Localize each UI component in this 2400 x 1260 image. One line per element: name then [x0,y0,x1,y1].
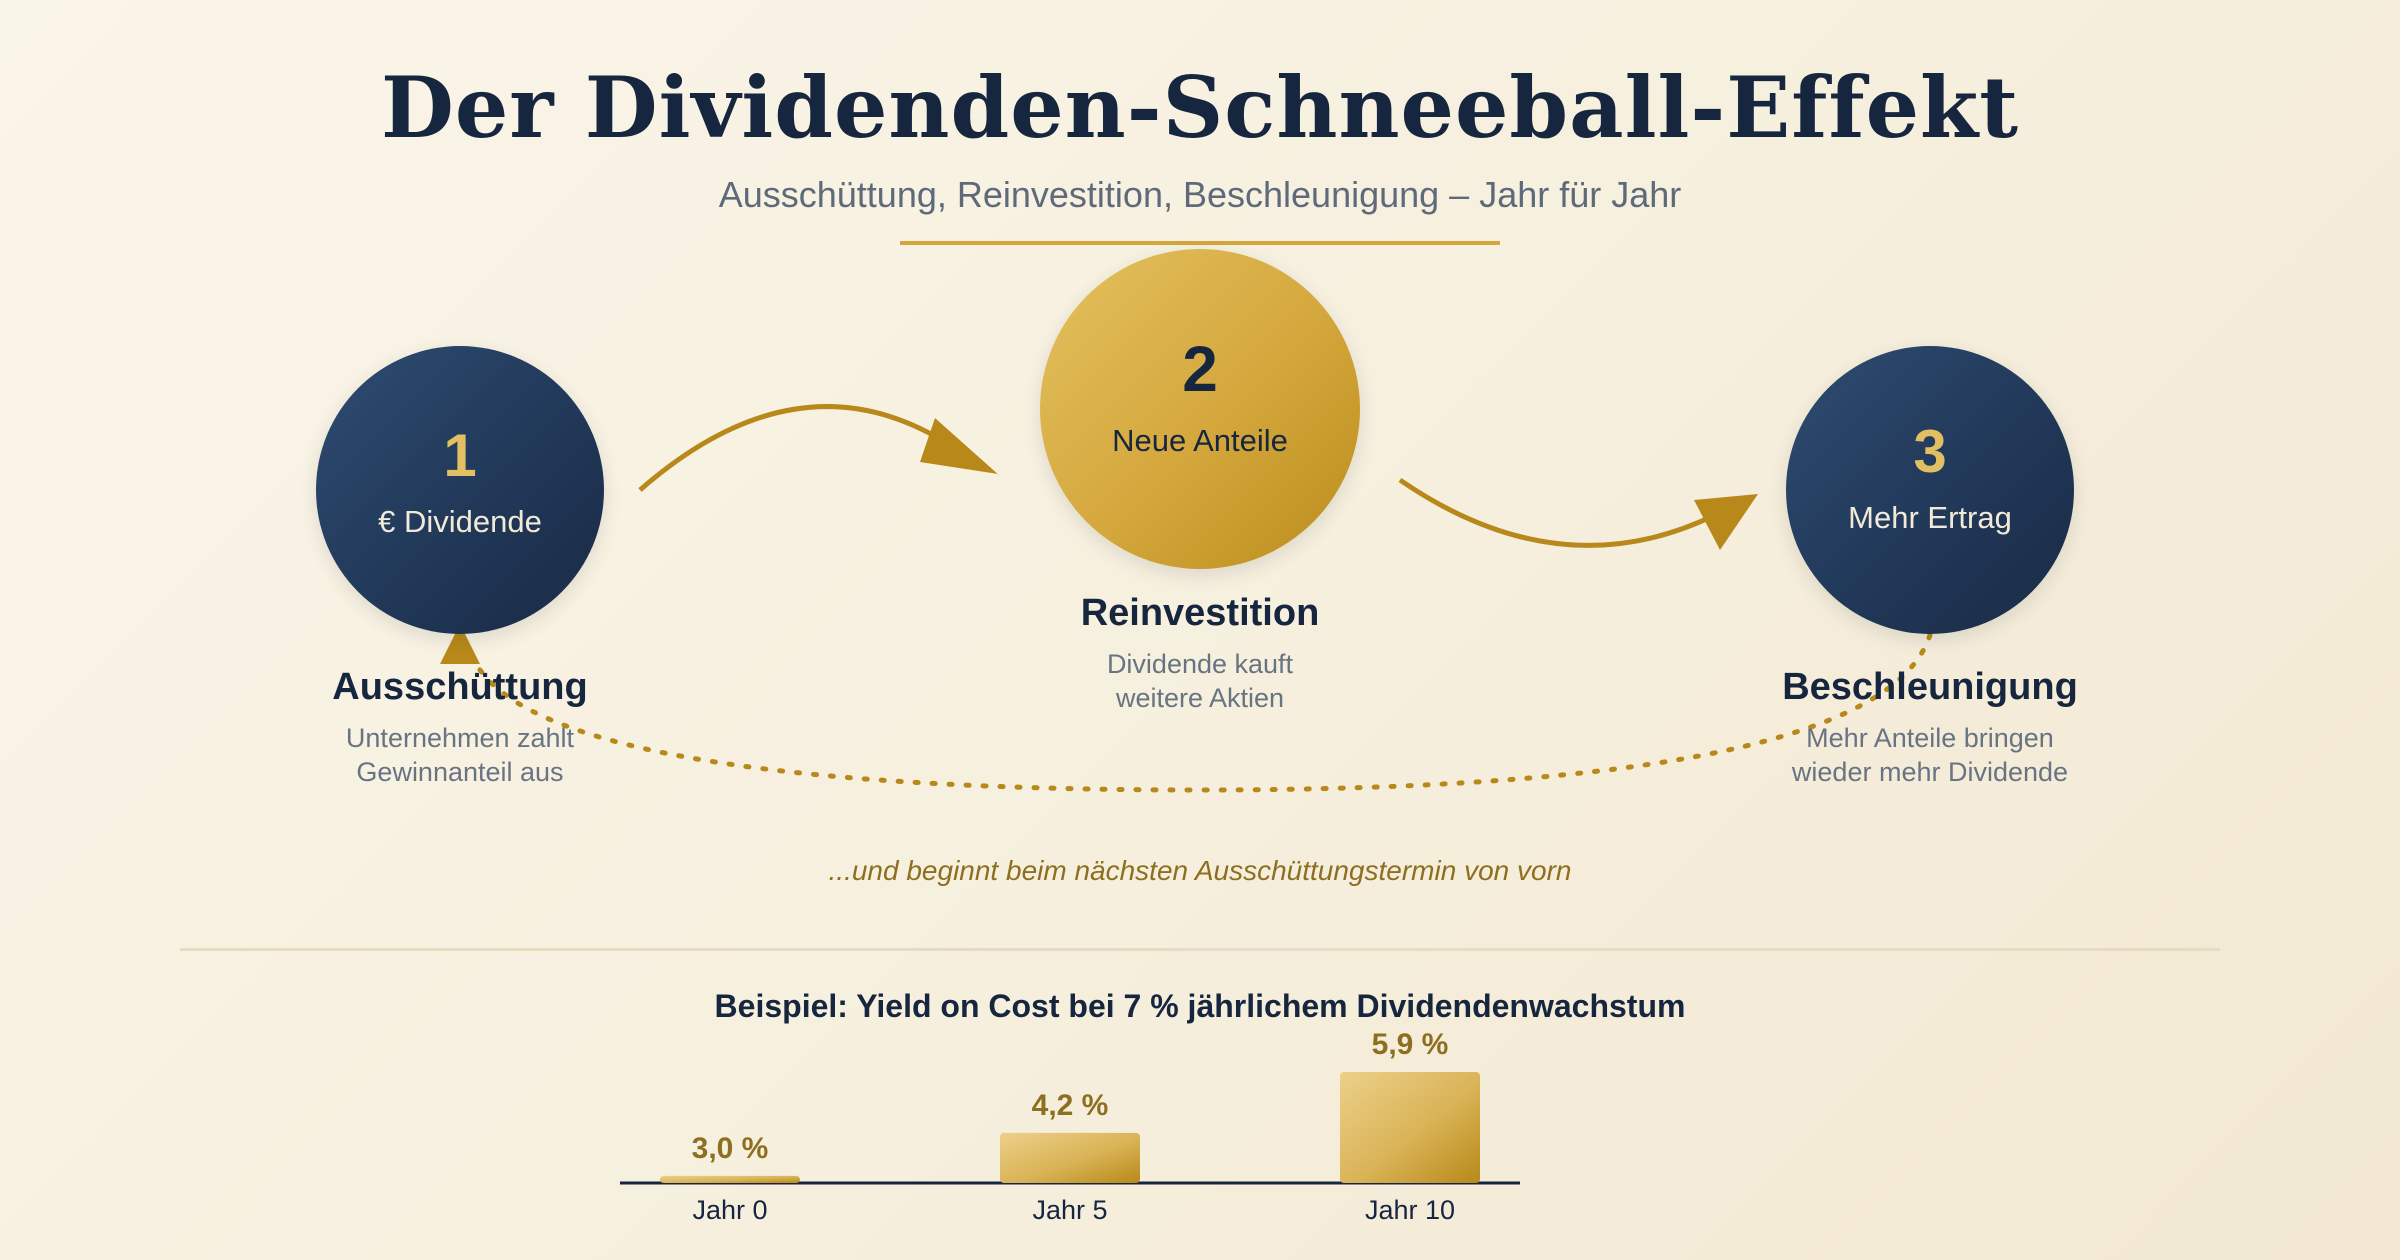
step1-description: Unternehmen zahlt Gewinnanteil aus [210,721,710,789]
step1-number: 1 [443,422,477,489]
bar-category-label: Jahr 5 [1032,1195,1107,1225]
arrow-step2-to-step3 [1398,477,1717,548]
bar-jahr-0 [660,1175,800,1183]
arrowhead-step1 [440,624,480,664]
step1-desc-line2: Gewinnanteil aus [356,757,564,787]
title-divider [900,241,1500,245]
bar-value-label: 5,9 % [1372,1028,1449,1061]
step1-title: Ausschüttung [332,666,588,708]
loop-note: ...und beginnt beim nächsten Ausschüttun… [828,855,1572,886]
bar-value-label: 3,0 % [692,1132,769,1165]
page-subtitle: Ausschüttung, Reinvestition, Beschleunig… [718,174,1682,215]
bar-category-label: Jahr 10 [1365,1195,1455,1225]
step2-number: 2 [1182,333,1218,405]
step3-desc-line2: wieder mehr Dividende [1791,757,2069,787]
step2-circle: 2 Neue Anteile [1040,249,1360,569]
step3-desc-line1: Mehr Anteile bringen [1806,723,2054,753]
step3-circle: 3 Mehr Ertrag [1786,346,2074,634]
step1-desc-line1: Unternehmen zahlt [345,723,575,753]
step3-number: 3 [1913,418,1947,485]
arrowhead-step3 [1694,494,1758,550]
page-title: Der Dividenden-Schneeball-Effekt [380,58,2020,157]
step1-circle-label: € Dividende [378,504,542,539]
bar-jahr-5 [1000,1132,1140,1183]
loop-arrow-step3-to-step1 [471,632,1933,793]
step3-title: Beschleunigung [1782,666,2078,708]
step3-description: Mehr Anteile bringen wieder mehr Dividen… [1680,721,2180,789]
step3-circle-label: Mehr Ertrag [1848,500,2012,535]
chart-title: Beispiel: Yield on Cost bei 7 % jährlich… [714,988,1686,1024]
bar-value-label: 4,2 % [1032,1089,1109,1122]
step2-description: Dividende kauft weitere Aktien [950,647,1450,715]
step1-circle: 1 € Dividende [316,346,604,634]
section-divider [180,948,2220,951]
arrowhead-step2 [920,418,1000,476]
step2-desc-line1: Dividende kauft [1106,649,1294,679]
bar-category-label: Jahr 0 [692,1195,767,1225]
arrow-step1-to-step2 [638,404,952,492]
step2-title: Reinvestition [1080,592,1320,634]
step2-circle-label: Neue Anteile [1112,423,1288,458]
bar-jahr-10 [1340,1072,1480,1183]
step2-desc-line2: weitere Aktien [1115,683,1285,713]
